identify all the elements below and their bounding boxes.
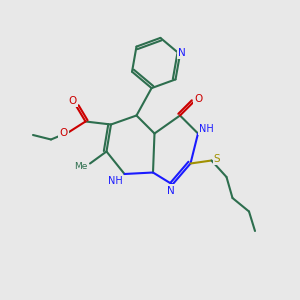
Text: Me: Me xyxy=(74,162,88,171)
Text: N: N xyxy=(178,48,185,58)
Text: O: O xyxy=(69,95,77,106)
Text: O: O xyxy=(59,128,68,139)
Text: N: N xyxy=(167,185,175,196)
Text: NH: NH xyxy=(108,176,123,187)
Text: S: S xyxy=(214,154,220,164)
Text: O: O xyxy=(194,94,202,104)
Text: NH: NH xyxy=(199,124,214,134)
